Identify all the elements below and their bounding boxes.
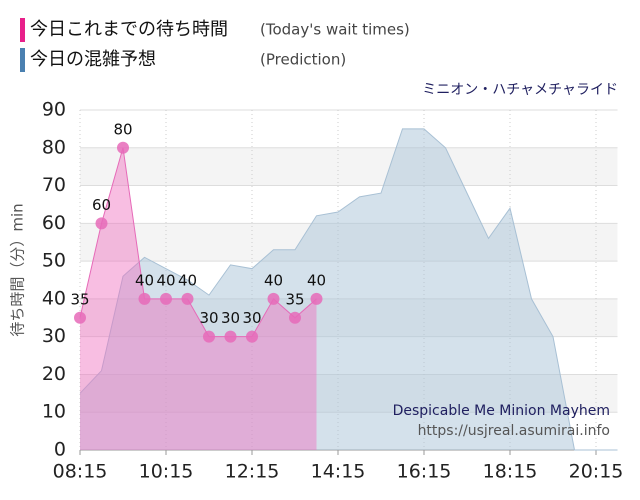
y-tick-label: 50 [42, 250, 66, 272]
x-tick-label: 16:15 [397, 461, 452, 483]
y-tick-label: 70 [42, 174, 66, 196]
legend-label-en: (Today's wait times) [260, 21, 410, 39]
data-label: 40 [264, 271, 283, 289]
data-point [203, 330, 215, 343]
legend-label: 今日の混雑予想 [30, 49, 156, 70]
ride-title: ミニオン・ハチャメチャライド [422, 82, 618, 98]
legend-swatch [20, 48, 25, 72]
y-tick-label: 20 [42, 363, 66, 385]
data-point [267, 292, 280, 305]
legend-label: 今日これまでの待ち時間 [30, 19, 228, 40]
data-point [246, 330, 258, 343]
legend-swatch [20, 18, 25, 42]
y-tick-label: 40 [42, 287, 66, 309]
y-tick-label: 90 [42, 99, 66, 121]
watermark-url: https://usjreal.asumirai.info [418, 423, 610, 439]
y-tick-label: 60 [42, 212, 66, 234]
x-tick-label: 10:15 [139, 461, 194, 483]
data-label: 40 [307, 271, 326, 289]
data-point [160, 292, 172, 305]
y-tick-label: 30 [42, 325, 66, 347]
data-point [138, 292, 151, 305]
data-point [181, 292, 194, 305]
data-point [95, 217, 108, 230]
data-label: 40 [178, 271, 197, 289]
y-tick-label: 10 [42, 401, 66, 423]
data-label: 35 [70, 290, 89, 308]
x-tick-label: 14:15 [311, 461, 366, 483]
area-fill [80, 128, 618, 450]
x-tick-label: 18:15 [483, 461, 538, 483]
x-tick-label: 08:15 [53, 461, 108, 483]
data-label: 35 [285, 290, 304, 308]
x-tick-label: 20:15 [569, 461, 624, 483]
data-label: 40 [156, 271, 175, 289]
data-point [117, 141, 129, 154]
grid-band [80, 147, 618, 186]
data-point [310, 292, 323, 305]
watermark: Despicable Me Minion Mayhem [393, 403, 610, 419]
data-label: 80 [113, 120, 132, 138]
area-line [79, 128, 618, 451]
data-point [224, 330, 237, 343]
legend-label-en: (Prediction) [260, 51, 346, 69]
area-fill [80, 147, 317, 450]
y-tick-label: 80 [42, 136, 66, 158]
data-label: 30 [221, 309, 240, 327]
data-label: 40 [135, 271, 154, 289]
data-label: 30 [199, 309, 218, 327]
y-axis-label: 待ち時間（分）min [9, 203, 27, 336]
data-point [74, 311, 86, 324]
data-label: 30 [242, 309, 261, 327]
data-label: 60 [92, 196, 111, 214]
data-point [289, 311, 301, 324]
y-tick-label: 0 [54, 439, 66, 461]
x-tick-label: 12:15 [225, 461, 280, 483]
